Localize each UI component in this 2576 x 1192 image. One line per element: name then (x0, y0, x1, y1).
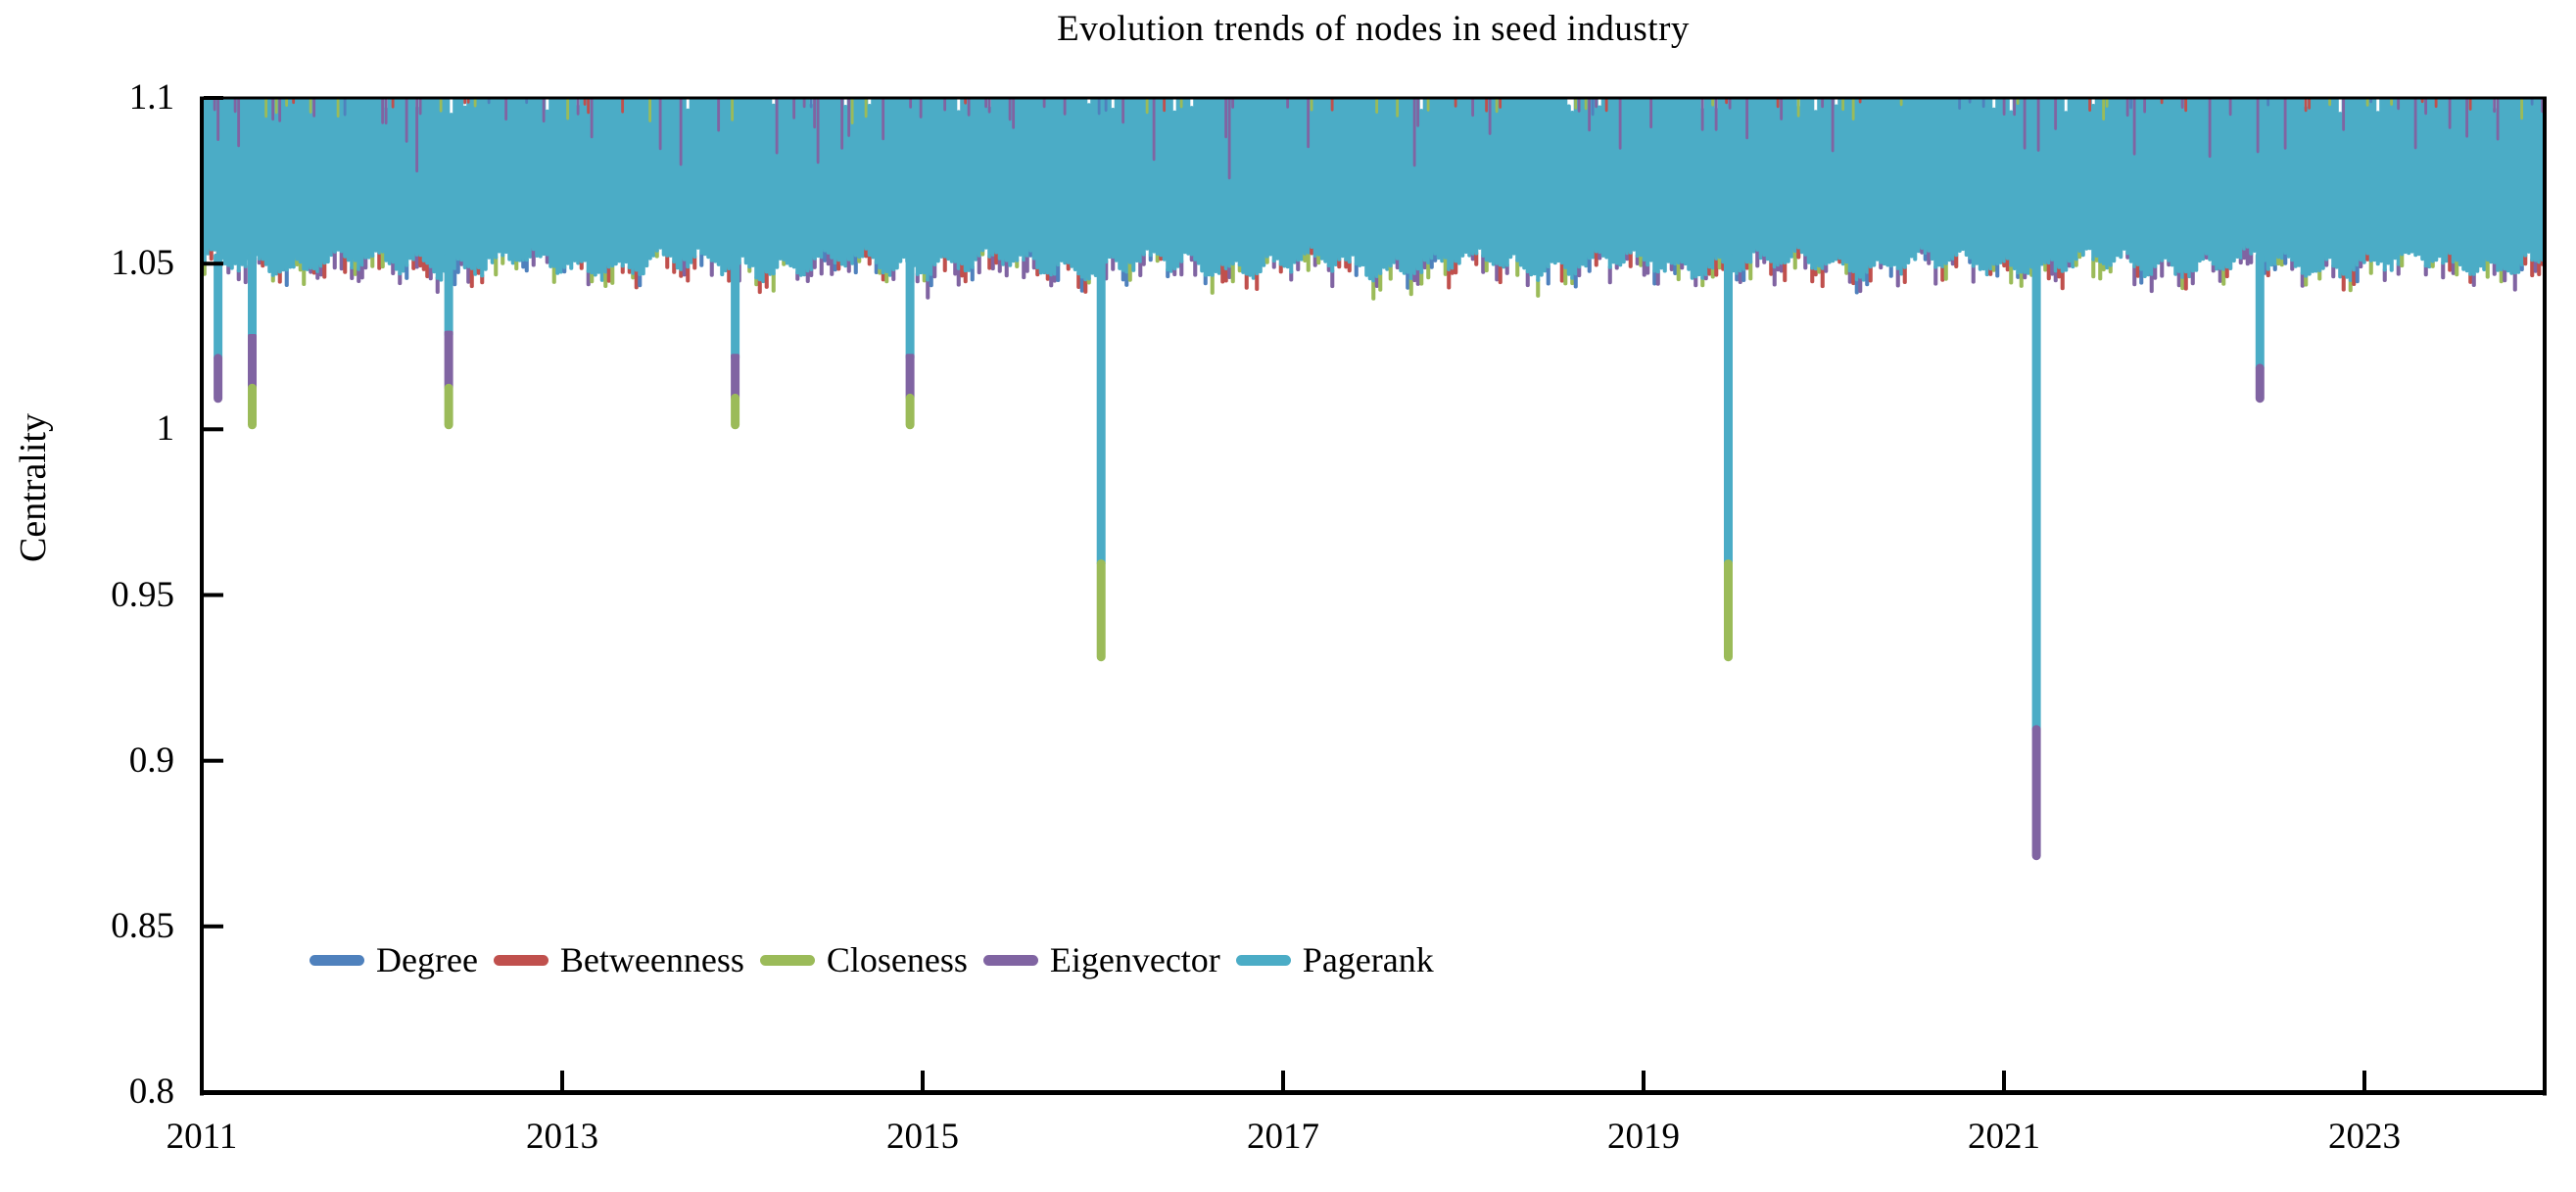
x-tick-label: 2019 (1607, 1117, 1680, 1157)
y-tick-label: 0.9 (128, 739, 174, 781)
y-tick-label: 0.8 (128, 1072, 174, 1112)
chart-title: Evolution trends of nodes in seed indust… (1057, 9, 1690, 49)
legend-item-eigenvector: Eigenvector (982, 938, 1220, 981)
x-tick-label: 2023 (2328, 1117, 2401, 1157)
eigenvector-line-swatch-icon (982, 954, 1038, 966)
pagerank-line-swatch-icon (1235, 954, 1291, 966)
legend-label: Eigenvector (1049, 940, 1220, 979)
x-tick-label: 2013 (526, 1117, 598, 1157)
legend-label: Pagerank (1302, 940, 1434, 979)
betweenness-line-swatch-icon (493, 954, 549, 966)
y-tick-label: 1 (156, 408, 175, 450)
x-tick-label: 2015 (886, 1117, 959, 1157)
y-tick-label: 0.95 (111, 574, 174, 615)
legend-label: Degree (376, 940, 478, 979)
legend: Degree Betweenness Closeness Eigenvector… (310, 938, 1434, 981)
x-tick-label: 2021 (1968, 1117, 2040, 1157)
legend-item-closeness: Closeness (759, 938, 968, 981)
legend-label: Betweenness (559, 940, 744, 979)
legend-item-pagerank: Pagerank (1235, 938, 1434, 981)
legend-item-degree: Degree (310, 938, 478, 981)
legend-item-betweenness: Betweenness (493, 938, 744, 981)
degree-line-swatch-icon (310, 954, 364, 966)
closeness-line-swatch-icon (759, 954, 815, 966)
y-tick-label: 1.1 (128, 77, 174, 118)
x-tick-label: 2017 (1247, 1117, 1319, 1157)
y-tick-label: 0.85 (111, 905, 174, 946)
x-tick-label: 2011 (166, 1117, 238, 1157)
legend-label: Closeness (826, 940, 968, 979)
y-tick-label: 1.05 (111, 243, 174, 284)
